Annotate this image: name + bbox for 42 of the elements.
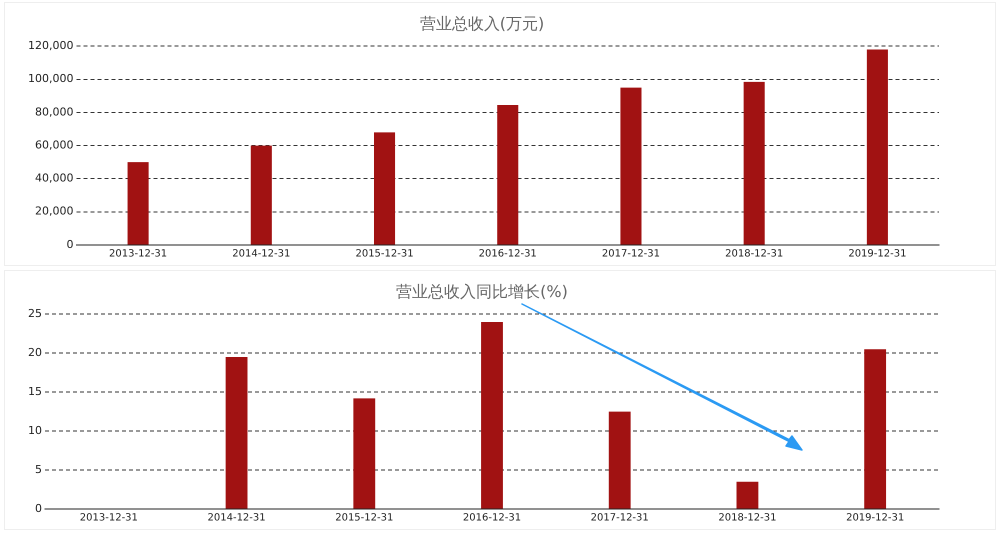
x-tick-label: 2018-12-31 (718, 512, 776, 524)
x-tick-label: 2017-12-31 (590, 512, 649, 524)
y-tick-label: 0 (34, 502, 42, 515)
y-tick-label: 5 (34, 462, 42, 476)
bar (481, 322, 503, 508)
bar (497, 105, 518, 244)
bar (864, 349, 886, 508)
y-tick-label: 20,000 (34, 204, 74, 218)
y-tick-label: 10 (28, 424, 42, 437)
x-tick-label: 2019-12-31 (846, 512, 904, 524)
y-tick-label: 120,000 (28, 39, 74, 52)
bar (250, 146, 272, 244)
y-tick-label: 80,000 (34, 105, 74, 118)
x-tick-label: 2014-12-31 (232, 248, 290, 260)
x-tick-label: 2018-12-31 (725, 248, 784, 260)
x-tick-label: 2016-12-31 (462, 512, 522, 524)
x-tick-label: 2016-12-31 (478, 248, 537, 260)
x-tick-label: 2013-12-31 (80, 512, 138, 524)
bar (744, 82, 765, 244)
x-tick-label: 2019-12-31 (848, 248, 906, 260)
y-tick-label: 25 (28, 307, 42, 320)
x-tick-label: 2013-12-31 (109, 248, 168, 260)
y-tick-label: 100,000 (28, 72, 74, 86)
bar (866, 50, 888, 244)
y-tick-label: 60,000 (34, 138, 74, 152)
y-tick-label: 20 (28, 346, 42, 360)
bar (128, 162, 149, 244)
x-tick-label: 2015-12-31 (355, 248, 414, 260)
chart-title: 营业总收入(万元) (420, 14, 544, 33)
bar (736, 482, 758, 508)
bar (374, 132, 396, 244)
bar (620, 88, 642, 244)
y-tick-label: 40,000 (34, 172, 74, 185)
x-tick-label: 2014-12-31 (208, 512, 266, 524)
bar (608, 412, 631, 508)
x-tick-label: 2015-12-31 (335, 512, 394, 524)
x-tick-label: 2017-12-31 (602, 248, 660, 260)
y-tick-label: 15 (28, 384, 42, 398)
chart-title: 营业总收入同比增长(%) (396, 282, 568, 301)
bar (226, 357, 248, 508)
y-tick-label: 0 (66, 238, 74, 251)
bar (353, 398, 376, 508)
